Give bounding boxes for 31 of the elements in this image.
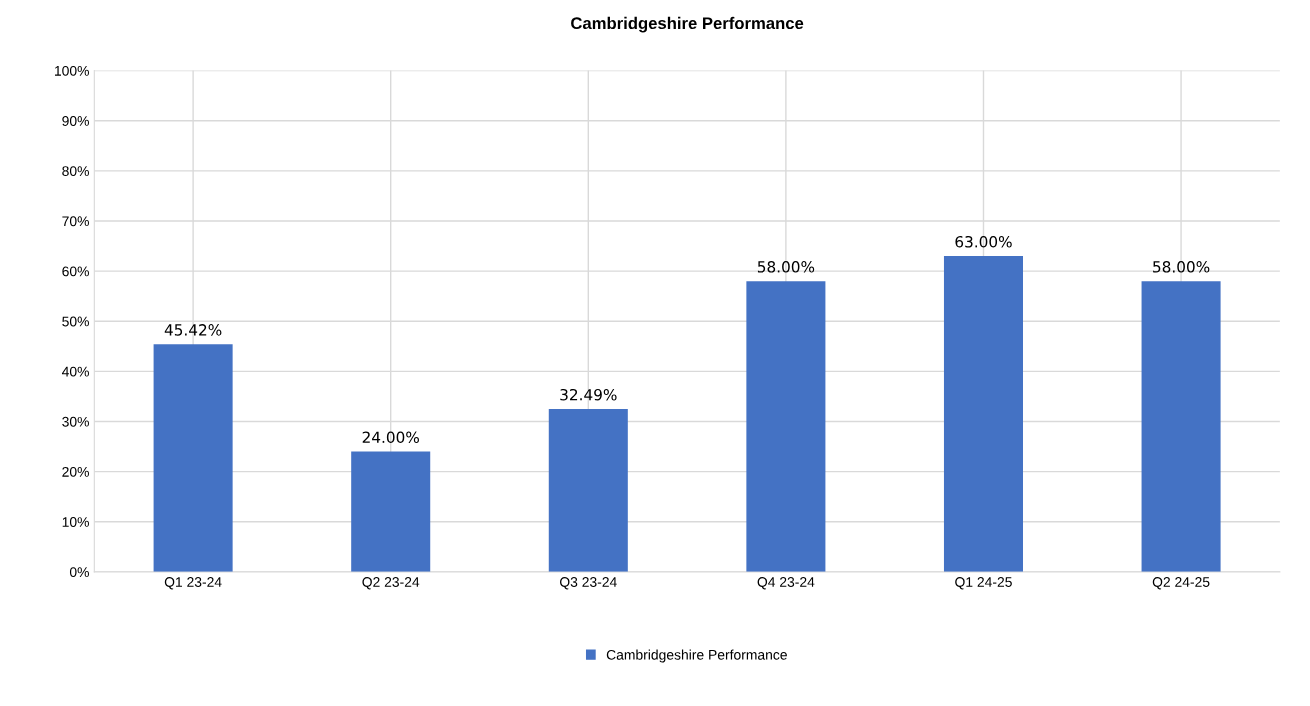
bar: [153, 344, 233, 572]
x-tick-label: Q2 24-25: [1152, 577, 1210, 590]
y-tick-label: 0%: [69, 567, 89, 578]
x-tick-label: Q3 23-24: [560, 577, 617, 590]
y-tick-label: 40%: [61, 366, 89, 377]
data-label: 63.00%: [955, 235, 1012, 248]
y-tick-label: 20%: [62, 466, 89, 477]
x-tick-label: Q2 23-24: [362, 577, 420, 590]
data-label: 32.49%: [560, 388, 617, 401]
data-label: 58.00%: [757, 261, 815, 273]
y-tick-label: 70%: [62, 216, 89, 227]
bar: [746, 281, 826, 572]
y-tick-label: 80%: [62, 166, 89, 177]
y-tick-label: 10%: [62, 517, 89, 527]
y-tick-label: 50%: [62, 316, 89, 327]
data-label: 24.00%: [362, 431, 419, 444]
chart-title: Cambridgeshire Performance: [571, 16, 804, 33]
data-label: 45.42%: [164, 324, 222, 336]
y-tick-label: 100%: [55, 65, 89, 76]
data-label: 58.00%: [1153, 261, 1210, 273]
x-tick-label: Q4 23-24: [757, 577, 815, 590]
bar: [943, 256, 1023, 572]
legend-label: Cambridgeshire Performance: [606, 649, 787, 663]
x-tick-label: Q1 23-24: [164, 577, 222, 590]
bar: [1141, 281, 1221, 572]
y-tick-label: 60%: [62, 266, 89, 277]
bar: [351, 451, 431, 572]
y-tick-label: 90%: [62, 116, 89, 126]
y-tick-label: 30%: [62, 416, 89, 427]
bar: [548, 409, 628, 572]
x-tick-label: Q1 24-25: [955, 577, 1012, 590]
